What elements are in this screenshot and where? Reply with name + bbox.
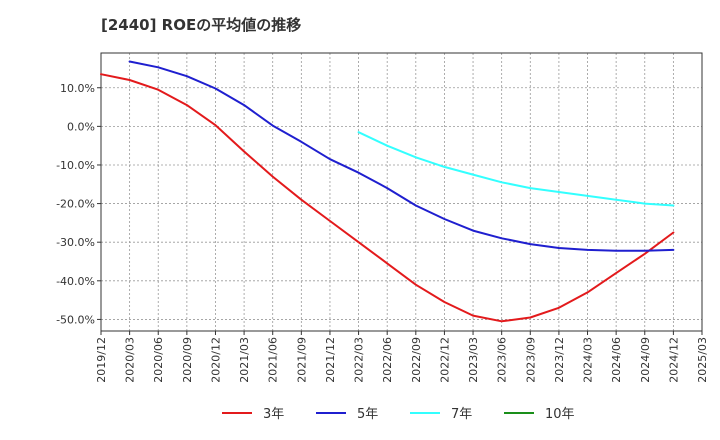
x-tick-label: 2022/06: [381, 337, 394, 383]
x-tick-label: 2020/09: [181, 337, 194, 383]
x-tick-label: 2021/09: [295, 337, 308, 383]
x-tick-label: 2023/06: [496, 337, 509, 383]
series-lines: [100, 60, 675, 323]
y-tick-label: -50.0%: [56, 313, 95, 326]
x-tick-label: 2024/12: [667, 337, 680, 383]
x-tick-label: 2021/12: [324, 337, 337, 383]
y-tick-label: 10.0%: [60, 82, 95, 95]
x-tick-label: 2020/06: [152, 337, 165, 383]
legend-label: 3年: [263, 407, 284, 422]
y-tick-label: 0.0%: [67, 120, 95, 133]
series-line-5年: [128, 60, 675, 252]
x-tick-label: 2020/03: [124, 337, 137, 383]
x-tick-label: 2020/12: [209, 337, 222, 383]
y-tick-label: -40.0%: [56, 275, 95, 288]
x-tick-label: 2019/12: [95, 337, 108, 383]
plot-area-border: [100, 52, 703, 332]
chart-title: [2440] ROEの平均値の推移: [101, 16, 302, 34]
legend-label: 7年: [451, 407, 472, 422]
x-tick-label: 2023/09: [524, 337, 537, 383]
x-axis-ticks: 2019/12 2020/03 2020/06 2020/09 2020/12 2021/…: [95, 331, 709, 383]
x-tick-label: 2022/12: [438, 337, 451, 383]
x-tick-label: 2024/09: [639, 337, 652, 383]
legend: 3年 5年 7年 10年: [222, 407, 575, 422]
x-tick-label: 2021/06: [267, 337, 280, 383]
legend-label: 10年: [545, 407, 575, 422]
series-line-7年: [357, 131, 675, 207]
y-tick-label: -30.0%: [56, 236, 95, 249]
x-tick-label: 2022/03: [353, 337, 366, 383]
y-tick-label: -20.0%: [56, 198, 95, 211]
y-axis-ticks: 10.0% 0.0% -10.0% -20.0% -30.0% -40.0% -50.0%: [56, 82, 101, 326]
x-tick-label: 2023/03: [467, 337, 480, 383]
x-tick-label: 2025/03: [696, 337, 709, 383]
series-line-3年: [100, 73, 675, 323]
grid-lines: [101, 53, 702, 331]
y-tick-label: -10.0%: [56, 159, 95, 172]
x-tick-label: 2021/03: [238, 337, 251, 383]
x-tick-label: 2024/06: [610, 337, 623, 383]
legend-label: 5年: [357, 407, 378, 422]
x-tick-label: 2024/03: [582, 337, 595, 383]
x-tick-label: 2022/09: [410, 337, 423, 383]
x-tick-label: 2023/12: [553, 337, 566, 383]
